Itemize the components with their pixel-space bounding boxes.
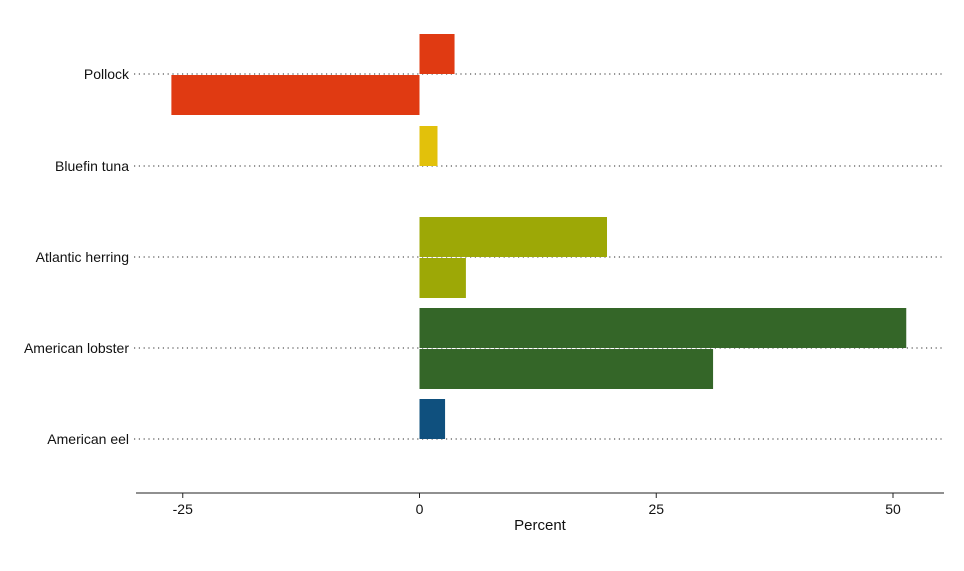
category-label-american-eel: American eel [47, 431, 129, 447]
bar-american-lobster-1 [419, 308, 907, 348]
x-axis-title: Percent [514, 517, 567, 534]
bar-american-lobster-2 [419, 349, 714, 389]
x-tick-label: 50 [885, 501, 901, 517]
bars [171, 34, 907, 439]
bar-american-eel-1 [419, 399, 446, 439]
bar-atlantic-herring-2 [419, 258, 466, 298]
bar-pollock-2 [171, 75, 420, 115]
bar-pollock-1 [419, 34, 455, 74]
x-axis: -25 0 25 50 [136, 492, 944, 517]
x-tick-label: 25 [648, 501, 664, 517]
category-label-american-lobster: American lobster [24, 340, 129, 356]
category-labels: Pollock Bluefin tuna Atlantic herring Ameri… [24, 66, 130, 447]
category-label-atlantic-herring: Atlantic herring [36, 249, 129, 265]
grid-lines [134, 73, 944, 440]
bar-atlantic-herring-1 [419, 217, 608, 257]
category-label-bluefin-tuna: Bluefin tuna [55, 158, 129, 174]
x-tick-label: 0 [416, 501, 424, 517]
category-label-pollock: Pollock [84, 66, 130, 82]
x-tick-label: -25 [173, 501, 193, 517]
bar-bluefin-tuna-1 [419, 126, 438, 166]
